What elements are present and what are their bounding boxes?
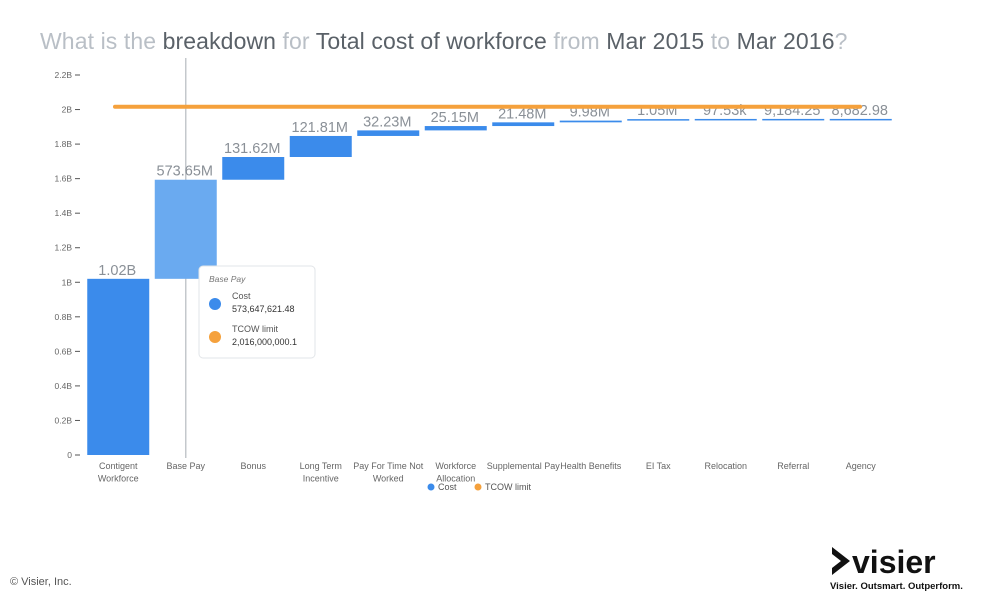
x-category-label: Workforce bbox=[435, 461, 476, 471]
tooltip-series-value: 2,016,000,000.1 bbox=[232, 337, 297, 347]
x-category-label: Allocation bbox=[436, 474, 475, 484]
waterfall-bar bbox=[762, 118, 825, 121]
x-category-label: Contigent bbox=[99, 461, 138, 471]
question-part: from bbox=[546, 28, 607, 54]
bar-value-label: 131.62M bbox=[224, 141, 280, 157]
bar-value-label: 21.48M bbox=[498, 106, 546, 122]
x-category-label: EI Tax bbox=[646, 461, 671, 471]
visier-logo: visier Visier. Outsmart. Outperform. bbox=[830, 543, 963, 592]
x-category-label: Referral bbox=[777, 461, 809, 471]
waterfall-bar bbox=[87, 278, 150, 455]
question-part: Mar 2015 bbox=[606, 28, 705, 54]
y-tick-label: 0.4B bbox=[55, 381, 73, 391]
y-tick-label: 0.2B bbox=[55, 415, 73, 425]
y-tick-label: 1.8B bbox=[55, 139, 73, 149]
legend-tcow-label: TCOW limit bbox=[485, 482, 531, 492]
waterfall-bar bbox=[424, 126, 487, 131]
tooltip-box bbox=[198, 265, 316, 359]
y-tick-label: 1.6B bbox=[55, 174, 73, 184]
tooltip-series-value: 573,647,621.48 bbox=[232, 304, 295, 314]
x-category-label: Workforce bbox=[98, 474, 139, 484]
legend-tcow-marker bbox=[474, 483, 482, 491]
x-category-label: Supplemental Pay bbox=[487, 461, 561, 471]
waterfall-bar bbox=[627, 119, 690, 121]
question-part: Mar 2016 bbox=[736, 28, 835, 54]
question-part: to bbox=[704, 28, 737, 54]
y-tick-label: 1.4B bbox=[55, 208, 73, 218]
x-category-label: Bonus bbox=[240, 461, 266, 471]
bar-value-label: 32.23M bbox=[363, 114, 411, 130]
tooltip-series-marker bbox=[209, 331, 221, 343]
x-category-label: Pay For Time Not bbox=[353, 461, 424, 471]
bar-value-label: 1.02B bbox=[98, 263, 136, 279]
tooltip-series-name: TCOW limit bbox=[232, 324, 278, 334]
bar-value-label: 573.65M bbox=[157, 164, 213, 180]
question-part: breakdown bbox=[162, 28, 277, 54]
copyright-text: © Visier, Inc. bbox=[10, 576, 72, 588]
legend-cost-marker bbox=[427, 483, 435, 491]
visier-logo-mark: visier bbox=[832, 544, 936, 579]
y-tick-label: 1B bbox=[62, 277, 73, 287]
waterfall-bar bbox=[492, 122, 555, 127]
tooltip-title: Base Pay bbox=[209, 274, 246, 284]
x-category-label: Health Benefits bbox=[560, 461, 622, 471]
y-tick-label: 0.6B bbox=[55, 346, 73, 356]
y-tick-label: 0 bbox=[67, 450, 72, 460]
waterfall-bar bbox=[222, 156, 285, 180]
page-question-title: What is the breakdown for Total cost of … bbox=[40, 28, 848, 55]
question-part: for bbox=[276, 28, 316, 54]
x-category-label: Relocation bbox=[704, 461, 747, 471]
question-part: What is the bbox=[40, 28, 163, 54]
tooltip-series-marker bbox=[209, 298, 221, 310]
x-category-label: Agency bbox=[846, 461, 877, 471]
waterfall-bar bbox=[289, 135, 352, 157]
x-category-label: Base Pay bbox=[166, 461, 205, 471]
bar-value-label: 25.15M bbox=[431, 110, 479, 126]
bar-value-label: 121.81M bbox=[292, 120, 348, 136]
x-category-label: Long Term bbox=[300, 461, 342, 471]
y-tick-label: 0.8B bbox=[55, 312, 73, 322]
waterfall-bar bbox=[694, 118, 757, 121]
x-category-label: Worked bbox=[373, 474, 404, 484]
waterfall-bar bbox=[154, 179, 217, 279]
y-tick-label: 1.2B bbox=[55, 243, 73, 253]
y-tick-label: 2B bbox=[62, 105, 73, 115]
waterfall-bar bbox=[559, 120, 622, 123]
waterfall-bar bbox=[829, 118, 892, 121]
question-part: ? bbox=[834, 28, 848, 54]
question-part: Total cost of workforce bbox=[315, 28, 547, 54]
waterfall-bar bbox=[357, 130, 420, 136]
legend-cost-label: Cost bbox=[438, 482, 457, 492]
logo-wordmark: visier bbox=[852, 544, 936, 579]
tooltip-series-name: Cost bbox=[232, 291, 251, 301]
x-category-label: Incentive bbox=[303, 474, 339, 484]
y-tick-label: 2.2B bbox=[55, 70, 73, 80]
logo-tagline: Visier. Outsmart. Outperform. bbox=[830, 581, 963, 592]
